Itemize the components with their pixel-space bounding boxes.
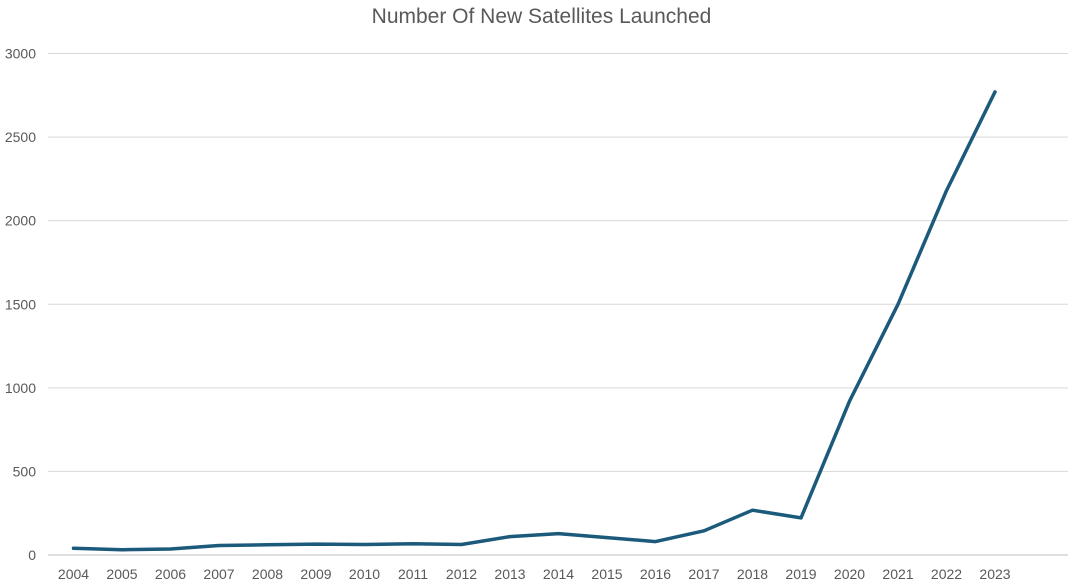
x-tick-label: 2012 [446, 566, 477, 582]
data-point [363, 542, 366, 546]
x-tick-label: 2011 [398, 566, 428, 582]
chart-title: Number Of New Satellites Launched [371, 5, 712, 28]
y-tick-label: 2000 [5, 213, 36, 229]
x-tick-label: 2023 [979, 566, 1010, 582]
x-tick-label: 2007 [203, 566, 234, 582]
data-point [605, 536, 609, 540]
x-tick-label: 2021 [882, 566, 913, 582]
x-tick-label: 2014 [543, 566, 574, 582]
data-point [557, 532, 560, 536]
x-tick-label: 2008 [252, 566, 283, 582]
series-line [71, 90, 997, 552]
data-point [751, 508, 754, 512]
x-tick-label: 2016 [640, 566, 671, 582]
y-tick-label: 3000 [5, 46, 36, 62]
data-point [217, 543, 221, 547]
data-point [508, 535, 512, 539]
x-tick-label: 2019 [785, 566, 816, 582]
x-tick-label: 2010 [349, 566, 380, 582]
data-point [411, 542, 415, 546]
data-point [120, 548, 124, 552]
x-axis-tick-labels: 2004 2005 2006 2007 2008 2009 2010 2011 2012 2013… [58, 566, 1011, 582]
x-tick-label: 2022 [931, 566, 962, 582]
data-point [848, 399, 851, 403]
y-tick-label: 2500 [5, 129, 36, 145]
y-tick-label: 0 [28, 547, 36, 563]
data-point [654, 540, 657, 544]
data-point [169, 547, 172, 551]
x-tick-label: 2005 [106, 566, 137, 582]
x-tick-label: 2004 [58, 566, 89, 582]
gridlines [48, 53, 1068, 556]
y-tick-label: 1500 [5, 296, 36, 312]
data-point [460, 542, 463, 546]
x-tick-label: 2020 [834, 566, 865, 582]
x-tick-label: 2013 [494, 566, 525, 582]
y-tick-label: 1000 [5, 380, 36, 396]
data-point [896, 302, 900, 306]
data-point [266, 543, 269, 547]
x-tick-label: 2018 [737, 566, 768, 582]
y-tick-label: 500 [13, 463, 37, 479]
y-axis-tick-labels: 0 500 1000 1500 2000 2500 3000 [5, 46, 36, 564]
x-tick-label: 2015 [591, 566, 622, 582]
data-point [72, 546, 75, 550]
x-tick-label: 2009 [300, 566, 331, 582]
series-layer [71, 90, 997, 552]
x-tick-label: 2017 [688, 566, 719, 582]
data-point [314, 542, 318, 546]
data-point [945, 189, 948, 193]
x-tick-label: 2006 [155, 566, 186, 582]
data-point [799, 516, 803, 520]
data-point [993, 90, 997, 94]
data-point [702, 529, 706, 533]
